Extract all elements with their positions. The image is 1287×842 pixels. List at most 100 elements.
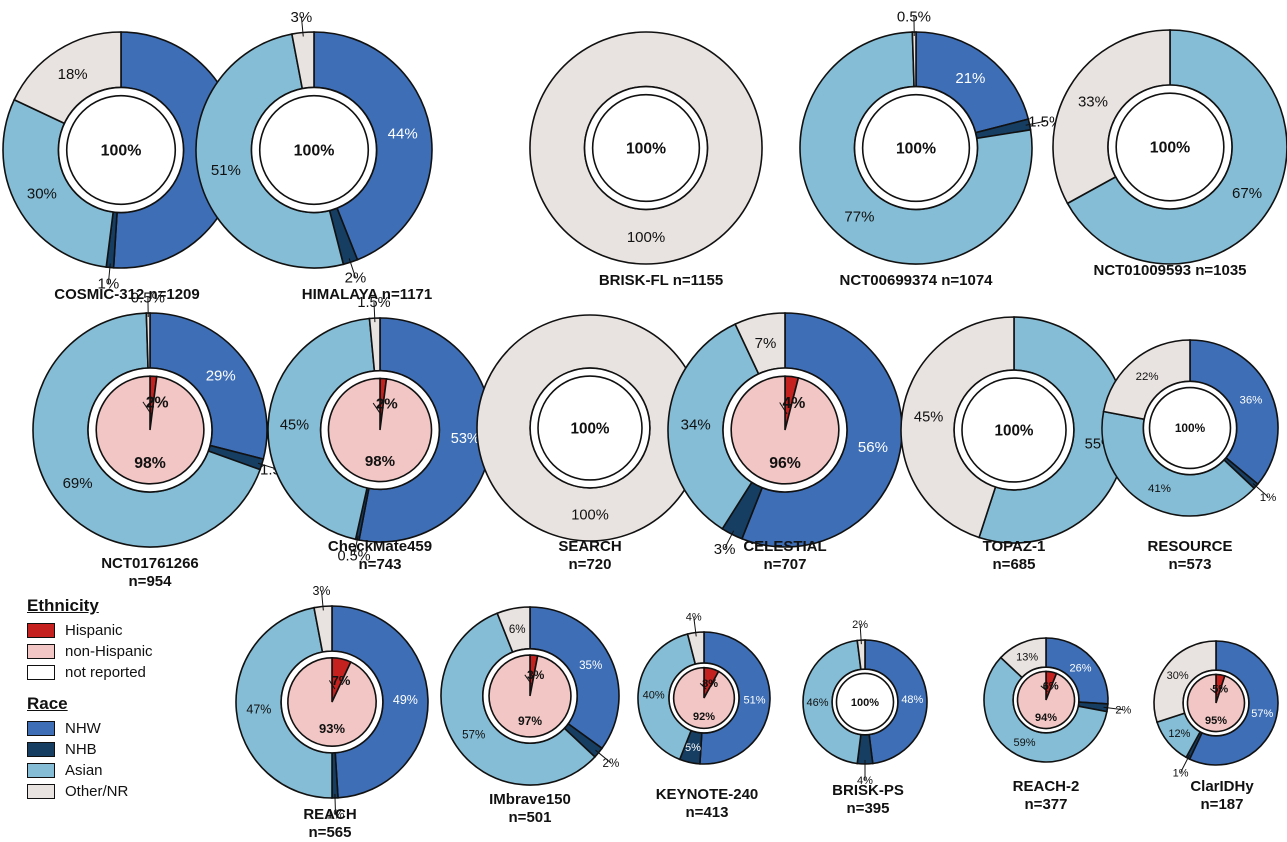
race-label-other-nr: 1.5% xyxy=(357,295,390,311)
donut-topaz-1: 55%45%100% xyxy=(900,316,1128,544)
leader-line xyxy=(320,590,324,611)
trial-name: TOPAZ-1 xyxy=(982,538,1046,555)
trial-name: REACH xyxy=(303,806,357,823)
legend-race-title: Race xyxy=(27,694,68,713)
leader-line xyxy=(142,401,152,415)
legend-item-race-2: Asian xyxy=(27,760,153,781)
trial-name: IMbrave150 xyxy=(489,791,571,808)
race-label-other-nr: 100% xyxy=(571,508,609,524)
race-label-asian: 67% xyxy=(1232,185,1262,202)
race-label-nhw: 49% xyxy=(393,693,418,707)
trial-label-cosmic-312: COSMIC-312 n=1209 xyxy=(54,286,200,304)
ethnicity-slice-not-reported xyxy=(861,93,971,203)
legend-swatch xyxy=(27,763,55,778)
trial-label-nct01009593: NCT01009593 n=1035 xyxy=(1093,262,1246,280)
race-label-nhb: 2% xyxy=(345,270,367,287)
race-label-asian: 40% xyxy=(643,690,665,702)
leader-line xyxy=(595,749,612,764)
trial-n: n=395 xyxy=(846,800,890,817)
ethnicity-label-non-hispanic: 92% xyxy=(693,711,715,723)
trial-n: n=954 xyxy=(128,573,172,590)
race-label-other-nr: 4% xyxy=(686,612,702,624)
ethnicity-label-not-reported: 100% xyxy=(626,140,666,157)
legend-item-ethnicity-0: Hispanic xyxy=(27,620,153,641)
race-label-nhb: 1% xyxy=(98,276,120,293)
race-label-nhb: 2% xyxy=(1115,705,1131,717)
trial-n: n=377 xyxy=(1024,796,1068,813)
race-label-nhb: 3% xyxy=(714,541,736,558)
trial-n: n=720 xyxy=(568,556,612,573)
legend-ethnicity-title: Ethnicity xyxy=(27,596,99,615)
leader-line xyxy=(1103,706,1124,711)
donut-celestial: 56% 3% 34% 7% 4% 96% xyxy=(667,312,903,558)
ethnicity-label-not-reported: 100% xyxy=(570,420,609,437)
leader-line xyxy=(693,616,697,637)
ethnicity-slice-not-reported xyxy=(835,672,895,732)
trial-label-search: SEARCH n=720 xyxy=(558,538,621,574)
leader-line xyxy=(1025,120,1046,126)
trial-n: n=187 xyxy=(1200,796,1244,813)
trial-label-himalaya: HIMALAYA n=1171 xyxy=(302,286,433,304)
leader-line xyxy=(1252,483,1269,498)
legend-label: non-Hispanic xyxy=(65,643,153,660)
race-label-asian: 34% xyxy=(681,417,711,434)
ethnicity-label-not-reported: 100% xyxy=(294,143,335,160)
legend-swatch xyxy=(27,721,55,736)
ethnicity-label-hispanic: 8% xyxy=(702,678,718,690)
trial-label-imbrave150: IMbrave150 n=501 xyxy=(489,791,571,827)
leader-line xyxy=(300,16,304,37)
race-label-nhw: 21% xyxy=(955,70,985,87)
race-label-nhw: 57% xyxy=(1251,708,1273,720)
leader-line xyxy=(328,680,336,690)
trial-label-checkmate459: CheckMate459 n=743 xyxy=(328,538,432,574)
race-label-nhb: 1% xyxy=(327,807,345,821)
ethnicity-label-non-hispanic: 98% xyxy=(365,453,396,470)
race-label-asian: 69% xyxy=(63,475,93,492)
race-label-nhw: 53% xyxy=(451,431,480,447)
trial-name: REACH-2 xyxy=(1012,778,1080,795)
trial-n: n=1035 xyxy=(1195,262,1247,279)
leader-line xyxy=(373,302,376,323)
donut-nct01009593: 67% 33% 100% xyxy=(1052,29,1287,265)
donut-brisk-ps: 48% 4% 46% 2% 100% xyxy=(802,619,928,787)
trial-label-brisk-fl: BRISK-FL n=1155 xyxy=(599,272,723,290)
race-label-other-nr: 7% xyxy=(755,335,777,352)
ethnicity-slice-non-hispanic xyxy=(95,375,205,485)
leader-line xyxy=(353,535,359,556)
race-label-nhw: 26% xyxy=(1070,662,1092,674)
legend-label: not reported xyxy=(65,664,146,681)
race-label-nhw: 29% xyxy=(206,367,236,384)
legend-item-ethnicity-1: non-Hispanic xyxy=(27,641,153,662)
leader-line xyxy=(107,263,111,284)
trial-name: BRISK-PS xyxy=(832,782,904,799)
trial-n: n=1074 xyxy=(941,272,993,289)
leader-line xyxy=(1180,754,1191,773)
race-label-nhb: 1.5% xyxy=(1028,113,1062,130)
ethnicity-label-non-hispanic: 93% xyxy=(319,721,345,736)
trial-name: ClarIDHy xyxy=(1190,778,1254,795)
ethnicity-label-not-reported: 100% xyxy=(1175,421,1206,435)
race-label-nhb: 2% xyxy=(603,758,620,770)
ethnicity-slice-non-hispanic xyxy=(287,657,377,747)
legend-item-race-3: Other/NR xyxy=(27,781,153,802)
legend-swatch xyxy=(27,665,55,680)
trial-name: NCT01009593 xyxy=(1093,262,1196,279)
legend-label: Other/NR xyxy=(65,783,129,800)
ethnicity-label-non-hispanic: 95% xyxy=(1205,715,1227,727)
ethnicity-label-hispanic: 5% xyxy=(1212,683,1228,695)
race-label-nhb: 0.5% xyxy=(337,548,370,564)
leader-line xyxy=(724,530,735,549)
trial-n: n=501 xyxy=(508,809,552,826)
donut-imbrave150: 35% 2% 57% 6% 3% 97% xyxy=(440,606,620,786)
trial-n: n=685 xyxy=(992,556,1036,573)
race-label-other-nr: 0.5% xyxy=(897,8,931,25)
race-label-asian: 12% xyxy=(1168,728,1190,740)
ethnicity-label-not-reported: 100% xyxy=(1150,140,1190,157)
trial-label-keynote-240: KEYNOTE-240 n=413 xyxy=(656,786,759,822)
race-label-other-nr: 100% xyxy=(627,229,665,246)
ethnicity-label-not-reported: 100% xyxy=(101,143,142,160)
ethnicity-label-not-reported: 100% xyxy=(851,697,879,709)
race-label-other-nr: 30% xyxy=(1167,670,1189,682)
leader-line xyxy=(524,674,532,685)
